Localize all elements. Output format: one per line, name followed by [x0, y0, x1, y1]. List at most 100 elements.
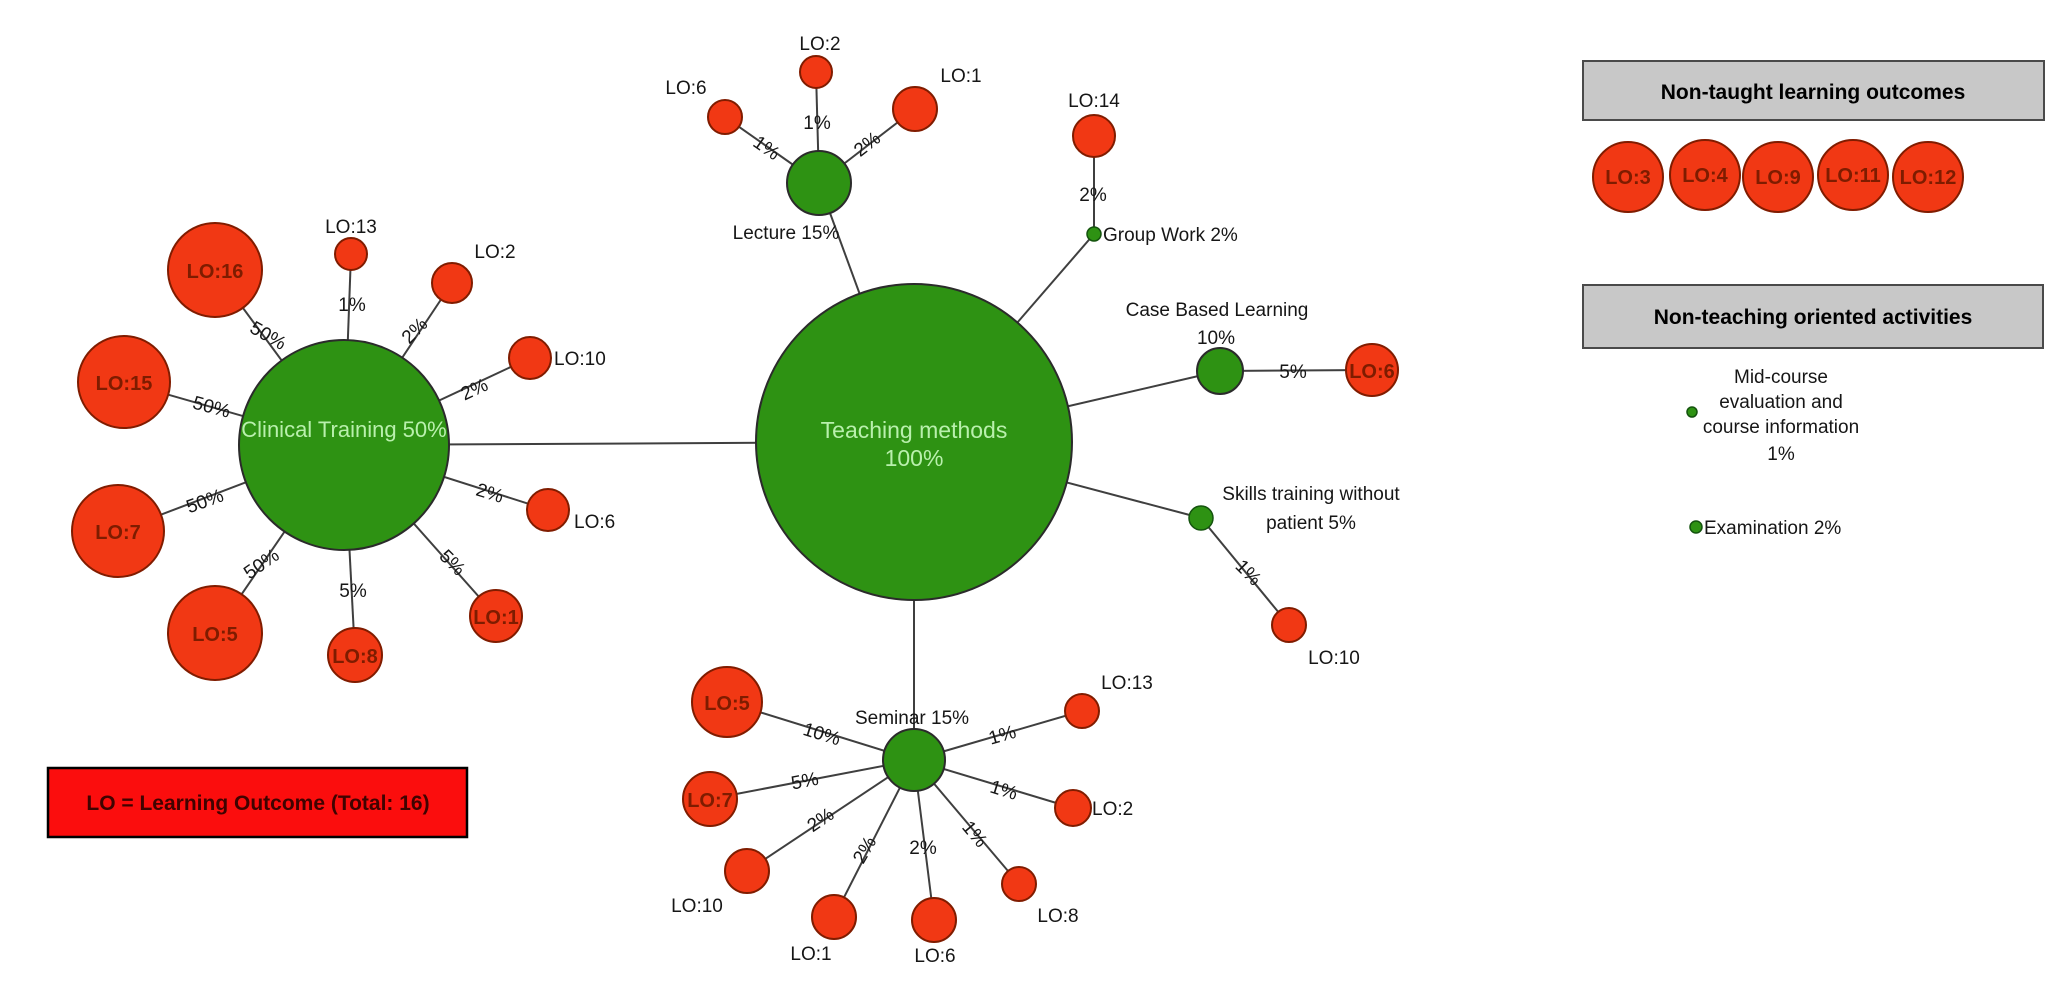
seminar-lo1-label: LO:1: [790, 944, 831, 965]
clinical-lo16-label: LO:16: [187, 261, 244, 283]
clinical-lo6-pct: 2%: [473, 480, 506, 508]
casebased-lo6-label: LO:6: [1349, 361, 1395, 383]
mid-course-line1: Mid-course: [1734, 367, 1828, 388]
node-clinical-lo8: [327, 627, 383, 683]
legend-non-taught-title: Non-taught learning outcomes: [1661, 81, 1966, 104]
cluster-teaching: Teaching methods 100%: [755, 283, 1073, 601]
note-text: LO = Learning Outcome (Total: 16): [86, 792, 429, 815]
lecture-lo2-label: LO:2: [799, 34, 840, 55]
clinical-lo5-pct: 50%: [240, 545, 283, 584]
legend-non-teaching-title: Non-teaching oriented activities: [1654, 306, 1973, 329]
node-seminar: [882, 728, 946, 792]
node-legend-lo4: [1669, 139, 1741, 211]
clinical-lo15-label: LO:15: [96, 373, 153, 395]
case-based-label: Case Based Learning: [1126, 300, 1309, 321]
legend-lo12-label: LO:12: [1900, 167, 1957, 189]
mid-course-dot: [1686, 406, 1698, 418]
node-lecture-lo6: [707, 99, 743, 135]
seminar-lo7-pct: 5%: [789, 769, 820, 795]
node-clinical-lo6: [526, 488, 570, 532]
node-clinical-lo7: [71, 484, 165, 578]
groupwork-lo14-pct: 2%: [1079, 185, 1107, 206]
node-clinical-training: [238, 339, 450, 551]
node-clinical-lo13: [334, 237, 368, 271]
lecture-lo6-label: LO:6: [665, 78, 706, 99]
casebased-lo6-pct: 5%: [1279, 362, 1307, 383]
cluster-clinical-training: Clinical Training 50% LO:16 50% LO:13 1%…: [71, 217, 615, 683]
examination-label: Examination 2%: [1704, 518, 1841, 539]
cluster-group-work: Group Work 2% LO:14 2%: [1068, 91, 1238, 246]
lecture-label: Lecture 15%: [733, 223, 840, 244]
clinical-lo10-label: LO:10: [554, 349, 606, 370]
clinical-lo8-label: LO:8: [332, 646, 378, 668]
seminar-label: Seminar 15%: [855, 708, 969, 729]
seminar-lo13-label: LO:13: [1101, 673, 1153, 694]
node-seminar-lo2: [1054, 789, 1092, 827]
node-seminar-lo1: [811, 894, 857, 940]
node-legend-lo11: [1817, 139, 1889, 211]
note-box: LO = Learning Outcome (Total: 16): [46, 766, 469, 839]
mid-course-line4: 1%: [1767, 444, 1795, 465]
cluster-skills-training: Skills training without patient 5% LO:10…: [1188, 484, 1400, 669]
legend-non-taught-header-box: [1582, 60, 2045, 121]
node-legend-lo9: [1742, 141, 1814, 213]
node-lecture: [786, 150, 852, 216]
seminar-lo10-label: LO:10: [671, 896, 723, 917]
seminar-lo5-pct: 10%: [800, 719, 843, 750]
node-legend-lo12: [1892, 141, 1964, 213]
lecture-lo1-label: LO:1: [940, 66, 981, 87]
node-skills-lo10: [1271, 607, 1307, 643]
legend-lo9-label: LO:9: [1755, 167, 1801, 189]
cluster-seminar: Seminar 15% LO:5 10% LO:7 5% LO:10 2% LO…: [671, 666, 1153, 967]
legend-non-taught: Non-taught learning outcomes LO:3 LO:4 L…: [1582, 60, 2045, 213]
clinical-lo2-label: LO:2: [474, 242, 515, 263]
node-clinical-lo10: [508, 336, 552, 380]
legend-non-teaching: Non-teaching oriented activities Mid-cou…: [1582, 284, 2044, 539]
node-legend-lo3: [1592, 141, 1664, 213]
teaching-methods-pct: 100%: [885, 445, 944, 471]
seminar-lo6-label: LO:6: [914, 946, 955, 967]
seminar-lo13-pct: 1%: [986, 722, 1018, 750]
clinical-training-label: Clinical Training 50%: [241, 417, 446, 442]
cluster-case-based: Case Based Learning 10% LO:6 5%: [1126, 300, 1399, 397]
seminar-lo6-pct: 2%: [909, 838, 937, 859]
group-work-label: Group Work 2%: [1103, 225, 1238, 246]
clinical-lo13-label: LO:13: [325, 217, 377, 238]
legend-non-teaching-header-box: [1582, 284, 2044, 349]
clinical-lo13-pct: 1%: [338, 295, 366, 316]
node-skills-training: [1188, 505, 1214, 531]
lecture-lo2-pct: 1%: [803, 113, 831, 134]
seminar-lo5-label: LO:5: [704, 693, 750, 715]
node-seminar-lo8: [1001, 866, 1037, 902]
edge-skills-lo10: [1200, 517, 1290, 626]
seminar-lo1-pct: 2%: [849, 833, 881, 867]
node-clinical-lo15: [77, 335, 171, 429]
seminar-lo8-label: LO:8: [1037, 906, 1078, 927]
clinical-lo6-label: LO:6: [574, 512, 615, 533]
legend-lo11-label: LO:11: [1825, 165, 1881, 187]
node-group-work: [1086, 226, 1102, 242]
node-lecture-lo1: [892, 86, 938, 132]
edge-seminar-lo10: [746, 759, 915, 872]
clinical-lo15-pct: 50%: [190, 393, 232, 423]
case-based-pct: 10%: [1197, 328, 1235, 349]
examination-dot: [1689, 520, 1703, 534]
clinical-lo7-pct: 50%: [184, 485, 227, 518]
node-clinical-lo1: [469, 589, 523, 643]
clinical-lo7-label: LO:7: [95, 522, 141, 544]
skills-lo10-label: LO:10: [1308, 648, 1360, 669]
clinical-lo16-pct: 50%: [246, 318, 290, 355]
edge-seminar-lo7: [709, 759, 915, 800]
note-box-rect: [46, 766, 469, 839]
mid-course-line2: evaluation and: [1719, 392, 1843, 413]
groupwork-lo14-label: LO:14: [1068, 91, 1120, 112]
cluster-lecture: Lecture 15% LO:6 1% LO:2 1% LO:1 2%: [665, 34, 981, 244]
node-seminar-lo10: [724, 848, 770, 894]
node-seminar-lo13: [1064, 693, 1100, 729]
clinical-lo1-pct: 5%: [435, 546, 469, 580]
seminar-lo10-pct: 2%: [804, 804, 839, 837]
node-clinical-lo16: [167, 222, 263, 318]
skills-training-label-line1: Skills training without: [1222, 484, 1400, 505]
